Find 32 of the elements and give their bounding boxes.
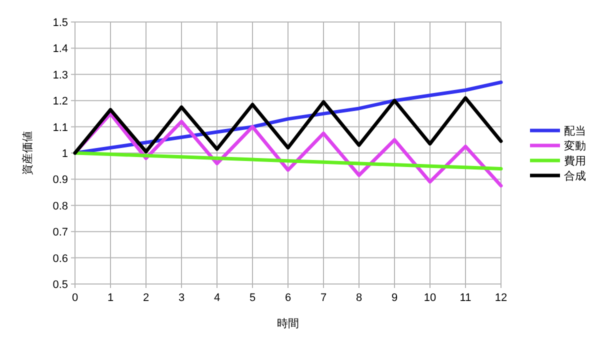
x-tick-label: 10 [424, 292, 436, 304]
legend-label: 配当 [564, 126, 586, 138]
legend-label: 変動 [564, 140, 586, 152]
y-tick-label: 0.5 [52, 279, 68, 291]
y-tick-label: 1.1 [52, 122, 68, 134]
legend-label: 費用 [564, 154, 586, 168]
x-tick-label: 11 [460, 292, 472, 304]
x-tick-label: 8 [356, 292, 362, 304]
x-tick-label: 4 [214, 292, 220, 304]
x-tick-label: 12 [494, 292, 508, 304]
y-tick-label: 0.9 [52, 174, 68, 186]
y-axis-title: 資産価値 [21, 131, 34, 175]
y-tick-label: 1.5 [52, 17, 68, 29]
y-tick-label: 1.4 [52, 43, 68, 56]
x-tick-label: 5 [249, 292, 256, 304]
y-tick-label: 0.6 [52, 252, 68, 265]
x-tick-label: 2 [142, 292, 150, 304]
y-tick-label: 1 [62, 148, 68, 160]
y-tick-label: 1.2 [52, 96, 68, 108]
x-tick-label: 3 [178, 292, 185, 304]
x-tick-label: 1 [107, 292, 114, 304]
y-tick-label: 1.3 [52, 69, 68, 82]
legend-label: 合成 [564, 170, 586, 182]
x-axis-title: 時間 [277, 317, 299, 330]
line-series [73, 96, 503, 155]
x-tick-label: 6 [284, 292, 292, 304]
y-tick-label: 0.8 [52, 200, 68, 212]
x-tick-label: 7 [320, 292, 327, 304]
line-series [73, 151, 503, 170]
x-tick-label: 9 [391, 292, 398, 304]
y-tick-label: 0.7 [52, 226, 68, 239]
x-tick-label: 0 [72, 292, 78, 304]
